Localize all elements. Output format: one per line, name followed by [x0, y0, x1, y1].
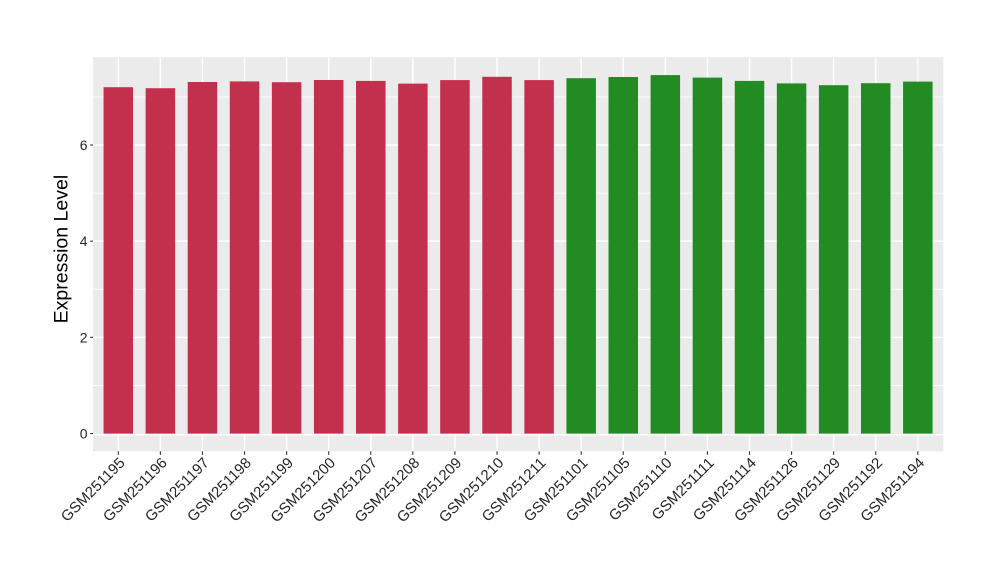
- svg-text:0: 0: [80, 426, 88, 442]
- svg-text:Expression Level: Expression Level: [51, 175, 73, 324]
- svg-text:4: 4: [80, 233, 88, 249]
- svg-text:2: 2: [80, 329, 88, 345]
- svg-text:6: 6: [80, 137, 88, 153]
